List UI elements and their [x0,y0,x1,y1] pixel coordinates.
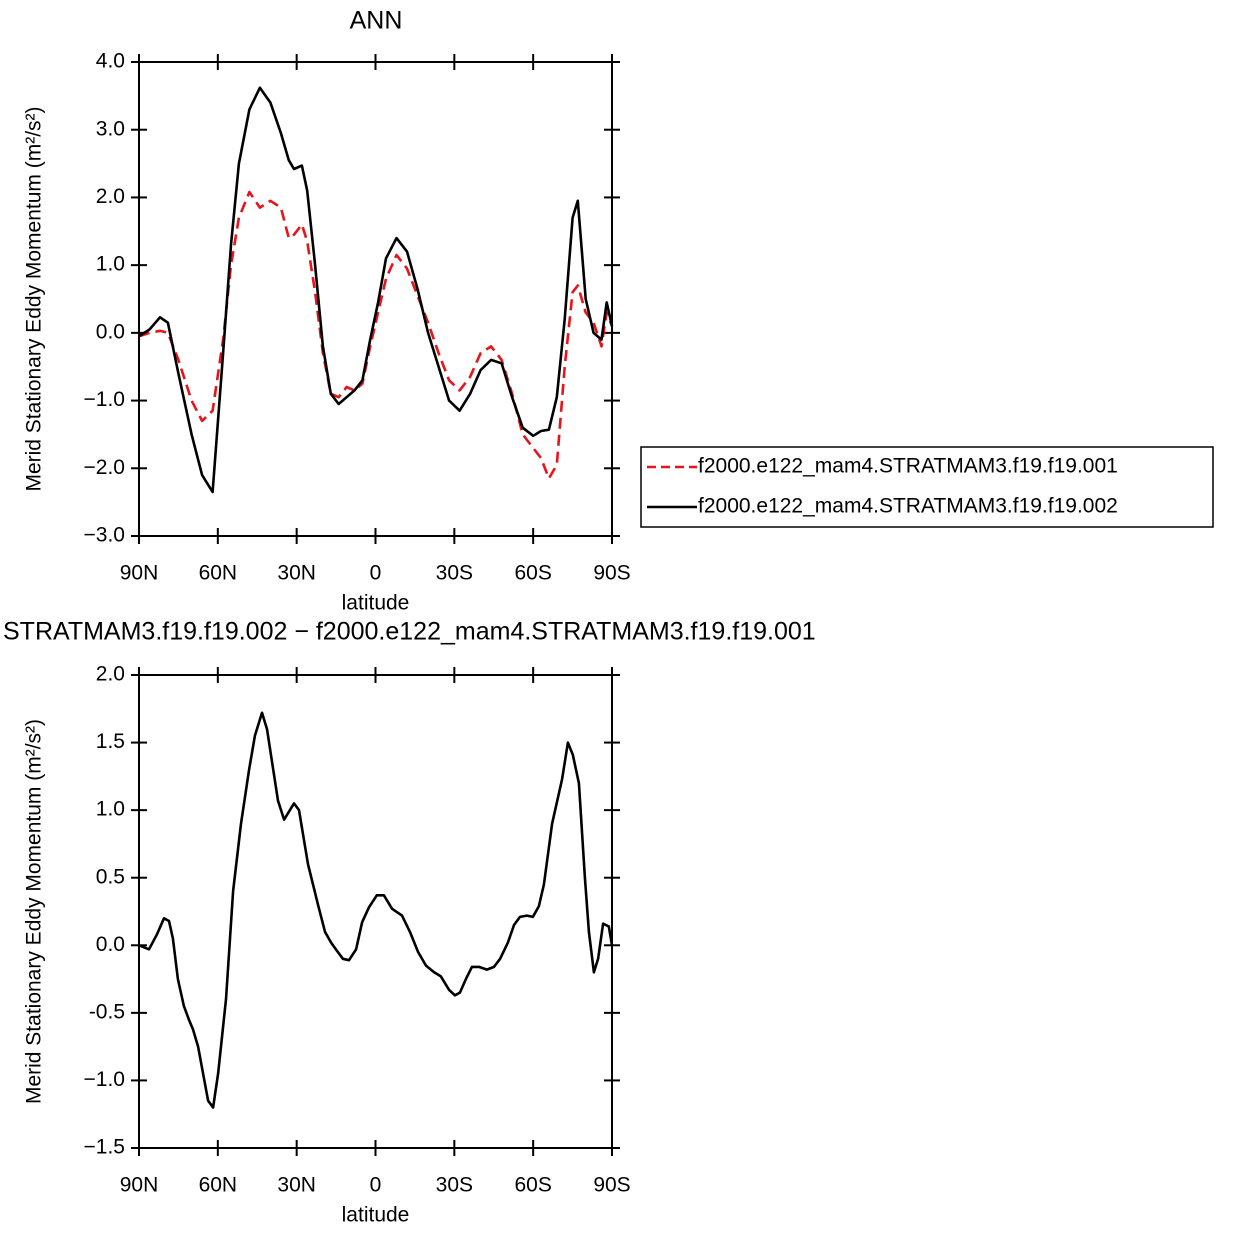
x-tick-label: 60S [514,562,551,585]
x-tick-label: 30N [277,1174,316,1197]
legend-label: f2000.e122_mam4.STRATMAM3.f19.f19.001 [698,455,1118,478]
x-tick-label: 90S [593,1174,630,1197]
y-tick-label: 1.5 [96,730,125,753]
y-tick-label: −1.0 [84,388,125,411]
plot-frame [138,674,613,1149]
x-tick-label: 60S [514,1174,551,1197]
x-tick-label: 90N [120,1174,159,1197]
y-tick-label: −1.0 [84,1068,125,1091]
x-tick-label: 0 [370,1174,382,1197]
plot-frame [138,61,613,537]
chart-title: STRATMAM3.f19.f19.002 − f2000.e122_mam4.… [3,618,816,646]
y-tick-label: −1.5 [84,1136,125,1159]
x-axis-label: latitude [342,592,410,615]
series-line [138,86,614,494]
legend-box [640,446,1214,528]
y-axis-label: Merid Stationary Eddy Momentum (m²/s²) [23,719,46,1104]
chart-title: ANN [350,7,403,35]
series-line [138,190,614,480]
x-tick-label: 0 [370,562,382,585]
legend-label: f2000.e122_mam4.STRATMAM3.f19.f19.002 [698,495,1118,518]
x-tick-label: 90S [593,562,630,585]
y-tick-label: 0.5 [96,865,125,888]
y-tick-label: 0.0 [96,320,125,343]
y-tick-label: 3.0 [96,117,125,140]
x-tick-label: 30N [277,562,316,585]
y-tick-label: 1.0 [96,253,125,276]
y-tick-label: 0.0 [96,933,125,956]
y-tick-label: −2.0 [84,456,125,479]
y-tick-label: 2.0 [96,185,125,208]
x-tick-label: 60N [199,1174,238,1197]
y-tick-label: 4.0 [96,50,125,73]
x-tick-label: 30S [436,562,473,585]
x-tick-label: 30S [436,1174,473,1197]
series-line [138,711,614,1109]
y-tick-label: −3.0 [84,524,125,547]
y-tick-label: 2.0 [96,663,125,686]
x-tick-label: 60N [199,562,238,585]
y-tick-label: -0.5 [89,1000,125,1023]
y-tick-label: 1.0 [96,798,125,821]
x-tick-label: 90N [120,562,159,585]
y-axis-label: Merid Stationary Eddy Momentum (m²/s²) [23,106,46,491]
x-axis-label: latitude [342,1204,410,1227]
